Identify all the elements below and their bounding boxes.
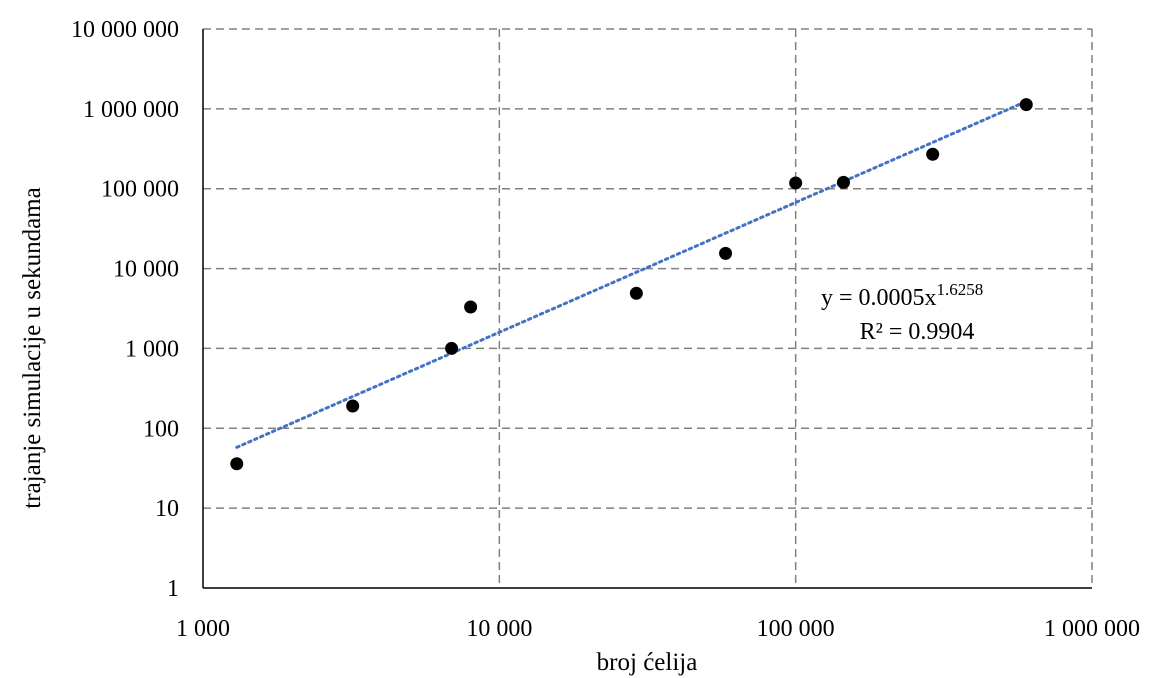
data-point	[464, 300, 478, 314]
x-tick-label: 100 000	[757, 616, 835, 642]
trendline-equation: y = 0.0005x1.6258	[821, 280, 983, 311]
y-tick-label: 1	[167, 576, 179, 602]
x-tick-label: 10 000	[466, 616, 532, 642]
data-point	[719, 246, 733, 260]
trendline-equation-base: y = 0.0005x	[821, 285, 937, 311]
data-point	[230, 457, 244, 471]
data-point	[789, 176, 803, 190]
data-points	[230, 98, 1033, 471]
x-tick-label: 1 000 000	[1044, 616, 1140, 642]
y-tick-label: 10 000	[113, 257, 179, 283]
y-tick-label: 1 000	[125, 336, 179, 362]
data-point	[836, 175, 850, 189]
y-tick-label: 100	[143, 416, 179, 442]
data-point	[445, 341, 459, 355]
axes	[202, 29, 1092, 589]
data-point	[346, 399, 360, 413]
y-tick-label: 10 000 000	[71, 17, 179, 43]
tick-labels: 1 10 100 1 000 10 000 100 000 1 000 000 10 000 …	[71, 17, 1140, 642]
power-trendline	[235, 99, 1028, 449]
y-tick-label: 100 000	[101, 177, 179, 203]
x-tick-label: 1 000	[176, 616, 230, 642]
y-tick-label: 10	[155, 496, 179, 522]
y-axis-title: trajanje simulacije u sekundama	[19, 187, 46, 508]
trendline-layer	[235, 99, 1028, 449]
data-point	[1019, 98, 1033, 112]
trendline-equation-exponent: 1.6258	[937, 280, 984, 299]
data-point	[629, 286, 643, 300]
r-squared-label: R² = 0.9904	[860, 319, 975, 345]
gridlines	[203, 28, 1093, 588]
x-axis-title: broj ćelija	[597, 649, 698, 676]
data-point	[926, 147, 940, 161]
y-tick-label: 1 000 000	[83, 97, 179, 123]
